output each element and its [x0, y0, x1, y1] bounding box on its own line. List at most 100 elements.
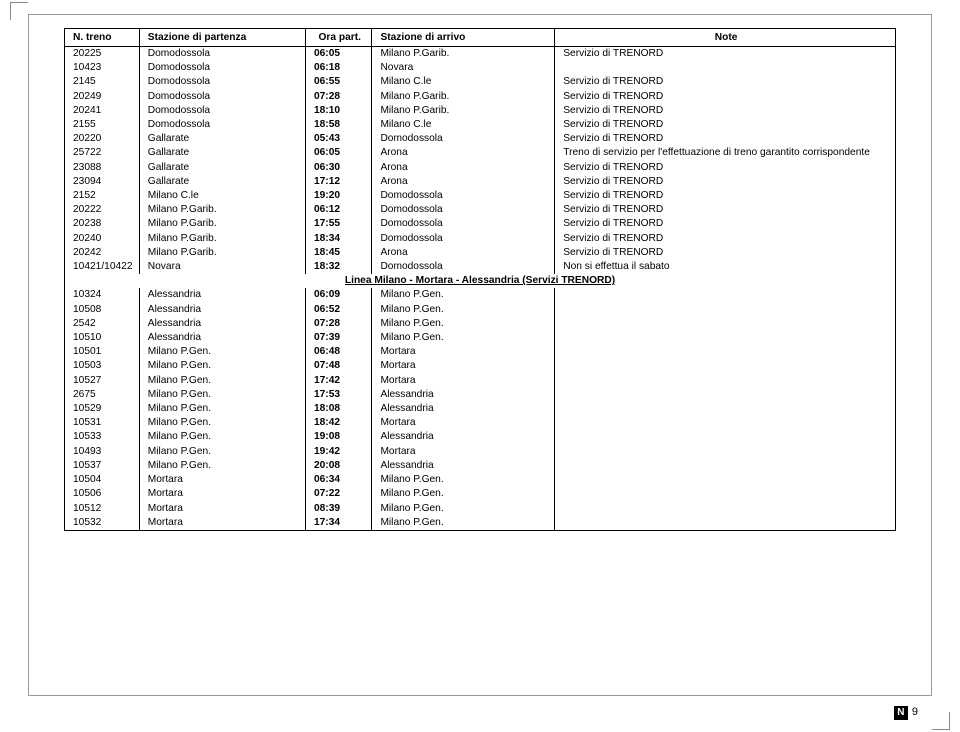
- cell-arrivo: Mortara: [372, 359, 555, 373]
- cell-treno: 2542: [65, 317, 140, 331]
- cell-ora: 08:39: [305, 502, 371, 516]
- table-row: 20225Domodossola06:05Milano P.Garib.Serv…: [65, 47, 896, 62]
- col-header-note: Note: [555, 29, 896, 47]
- cell-partenza: Milano P.Gen.: [139, 416, 305, 430]
- cell-note: [555, 359, 896, 373]
- cell-note: Non si effettua il sabato: [555, 260, 896, 274]
- table-row: 10512Mortara08:39Milano P.Gen.: [65, 502, 896, 516]
- cell-ora: 19:20: [305, 189, 371, 203]
- cell-arrivo: Domodossola: [372, 232, 555, 246]
- cell-arrivo: Novara: [372, 61, 555, 75]
- cell-note: [555, 331, 896, 345]
- cell-ora: 06:55: [305, 75, 371, 89]
- cell-ora: 17:55: [305, 217, 371, 231]
- cell-partenza: Domodossola: [139, 47, 305, 62]
- table-row: 10423Domodossola06:18Novara: [65, 61, 896, 75]
- cell-note: Servizio di TRENORD: [555, 132, 896, 146]
- cell-note: [555, 416, 896, 430]
- col-header-treno: N. treno: [65, 29, 140, 47]
- table-row: 10324Alessandria06:09Milano P.Gen.: [65, 288, 896, 302]
- cell-ora: 06:09: [305, 288, 371, 302]
- cell-ora: 06:05: [305, 146, 371, 160]
- table-row: 20222Milano P.Garib.06:12DomodossolaServ…: [65, 203, 896, 217]
- cell-note: Servizio di TRENORD: [555, 189, 896, 203]
- cell-note: [555, 303, 896, 317]
- cell-arrivo: Domodossola: [372, 132, 555, 146]
- table-row: 10510Alessandria07:39Milano P.Gen.: [65, 331, 896, 345]
- cell-partenza: Domodossola: [139, 118, 305, 132]
- cell-treno: 10423: [65, 61, 140, 75]
- cell-arrivo: Alessandria: [372, 430, 555, 444]
- cell-partenza: Alessandria: [139, 303, 305, 317]
- cell-ora: 06:52: [305, 303, 371, 317]
- cell-arrivo: Arona: [372, 146, 555, 160]
- cell-note: [555, 516, 896, 531]
- cell-treno: 10493: [65, 445, 140, 459]
- cell-ora: 05:43: [305, 132, 371, 146]
- cell-ora: 07:28: [305, 90, 371, 104]
- cell-partenza: Milano P.Garib.: [139, 232, 305, 246]
- cell-ora: 20:08: [305, 459, 371, 473]
- cell-partenza: Milano P.Gen.: [139, 459, 305, 473]
- table-row: 2145Domodossola06:55Milano C.leServizio …: [65, 75, 896, 89]
- cell-partenza: Alessandria: [139, 317, 305, 331]
- cell-ora: 18:32: [305, 260, 371, 274]
- cell-arrivo: Milano P.Garib.: [372, 47, 555, 62]
- cell-treno: 10512: [65, 502, 140, 516]
- cell-ora: 19:08: [305, 430, 371, 444]
- cell-note: [555, 473, 896, 487]
- cell-partenza: Milano P.Gen.: [139, 359, 305, 373]
- cell-partenza: Gallarate: [139, 146, 305, 160]
- cell-partenza: Gallarate: [139, 132, 305, 146]
- cell-partenza: Alessandria: [139, 288, 305, 302]
- cell-treno: 10508: [65, 303, 140, 317]
- cell-partenza: Gallarate: [139, 175, 305, 189]
- cell-note: [555, 487, 896, 501]
- cell-note: Servizio di TRENORD: [555, 104, 896, 118]
- cell-arrivo: Milano P.Garib.: [372, 104, 555, 118]
- cell-note: Servizio di TRENORD: [555, 47, 896, 62]
- cell-treno: 10506: [65, 487, 140, 501]
- section-header-body: Linea Milano - Mortara - Alessandria (Se…: [65, 274, 896, 288]
- cell-treno: 10531: [65, 416, 140, 430]
- cell-treno: 10503: [65, 359, 140, 373]
- cell-note: Servizio di TRENORD: [555, 118, 896, 132]
- cell-arrivo: Mortara: [372, 445, 555, 459]
- cell-treno: 10532: [65, 516, 140, 531]
- cell-partenza: Milano P.Garib.: [139, 246, 305, 260]
- cell-ora: 07:28: [305, 317, 371, 331]
- cell-partenza: Mortara: [139, 516, 305, 531]
- cell-note: Servizio di TRENORD: [555, 217, 896, 231]
- cell-arrivo: Mortara: [372, 345, 555, 359]
- cell-arrivo: Domodossola: [372, 189, 555, 203]
- table-row: 20241Domodossola18:10Milano P.Garib.Serv…: [65, 104, 896, 118]
- cell-partenza: Domodossola: [139, 90, 305, 104]
- cell-note: Servizio di TRENORD: [555, 90, 896, 104]
- cell-note: [555, 374, 896, 388]
- cell-treno: 10527: [65, 374, 140, 388]
- table-body-a: 20225Domodossola06:05Milano P.Garib.Serv…: [65, 47, 896, 275]
- table-row: 10493Milano P.Gen.19:42Mortara: [65, 445, 896, 459]
- cell-ora: 06:48: [305, 345, 371, 359]
- cell-arrivo: Arona: [372, 175, 555, 189]
- cell-treno: 10501: [65, 345, 140, 359]
- table-row: 10532Mortara17:34Milano P.Gen.: [65, 516, 896, 531]
- cell-arrivo: Domodossola: [372, 217, 555, 231]
- cell-partenza: Milano P.Gen.: [139, 388, 305, 402]
- cell-ora: 06:12: [305, 203, 371, 217]
- page-number: N9: [894, 706, 918, 720]
- cell-note: [555, 345, 896, 359]
- cell-arrivo: Milano P.Gen.: [372, 502, 555, 516]
- cell-note: [555, 61, 896, 75]
- cell-partenza: Novara: [139, 260, 305, 274]
- page-num-value: 9: [912, 706, 918, 718]
- cell-ora: 17:53: [305, 388, 371, 402]
- cell-note: [555, 288, 896, 302]
- cell-arrivo: Milano P.Garib.: [372, 90, 555, 104]
- cell-ora: 19:42: [305, 445, 371, 459]
- cell-ora: 18:45: [305, 246, 371, 260]
- cell-arrivo: Alessandria: [372, 402, 555, 416]
- table-row: 20238Milano P.Garib.17:55DomodossolaServ…: [65, 217, 896, 231]
- cell-note: Servizio di TRENORD: [555, 175, 896, 189]
- cell-arrivo: Milano P.Gen.: [372, 303, 555, 317]
